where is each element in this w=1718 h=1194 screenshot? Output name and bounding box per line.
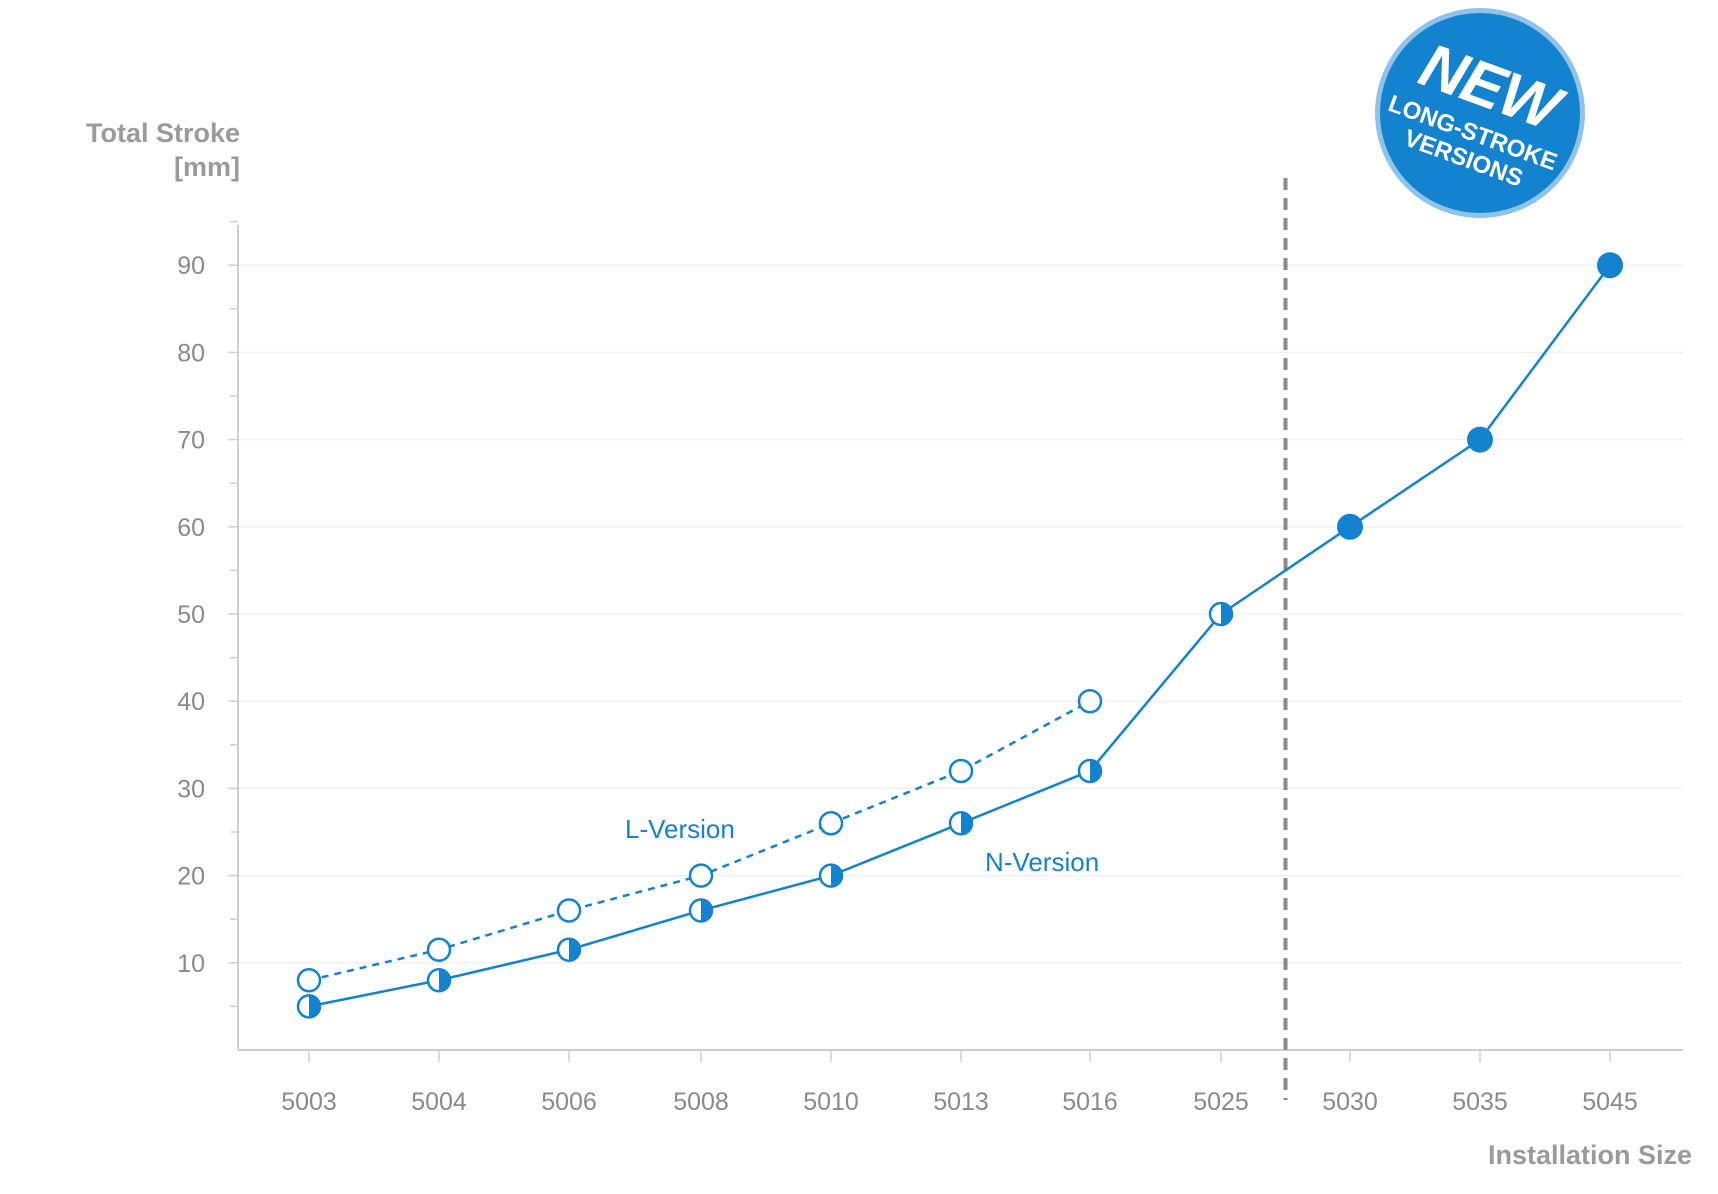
x-tick-label-5006: 5006: [541, 1088, 597, 1116]
x-tick-label-5010: 5010: [803, 1088, 859, 1116]
marker-half-fill-5004: [439, 969, 450, 992]
x-tick-label-5016: 5016: [1062, 1088, 1118, 1116]
label-n-version: N-Version: [985, 847, 1099, 877]
x-tick-label-5013: 5013: [933, 1088, 989, 1116]
grid-lines: [238, 264, 1683, 964]
y-tick-label-70: 70: [177, 427, 205, 455]
x-tick-label-5035: 5035: [1452, 1088, 1508, 1116]
y-axis-title-line2: [mm]: [174, 152, 240, 182]
x-tick-label-5045: 5045: [1582, 1088, 1638, 1116]
marker-open-5008: [688, 863, 714, 888]
series-line-long-stroke: [1220, 264, 1612, 616]
marker-half-fill-5016: [1090, 759, 1101, 782]
x-axis-title: Installation Size: [1487, 1140, 1692, 1170]
x-tick-label-5030: 5030: [1322, 1088, 1378, 1116]
marker-half-fill-5010: [831, 864, 842, 887]
tick-and-series-labels: 10 20 30 40 50 60 70 80 90 5003 5004 5006 5008 5010 50…: [177, 252, 1638, 1116]
marker-half-fill-5013: [961, 812, 973, 835]
marker-filled-5045: [1597, 252, 1623, 279]
marker-half-fill-5003: [309, 995, 320, 1018]
y-axis-title: Total Stroke [mm]: [40, 116, 240, 184]
series-line-n-version: [308, 613, 1222, 1008]
marker-open-5010: [818, 811, 844, 836]
y-tick-label-40: 40: [177, 688, 205, 716]
data-markers: [296, 252, 1623, 1019]
x-tick-label-5025: 5025: [1193, 1088, 1249, 1116]
marker-open-5003: [296, 967, 322, 993]
marker-open-5004: [426, 937, 452, 962]
y-tick-label-60: 60: [177, 514, 205, 542]
new-long-stroke-badge: NEW LONG-STROKE VERSIONS: [1375, 8, 1585, 218]
marker-open-5016: [1077, 688, 1103, 714]
marker-filled-5035: [1467, 426, 1493, 453]
y-tick-label-50: 50: [177, 601, 205, 629]
series-lines: [308, 264, 1612, 1008]
y-tick-label-80: 80: [177, 339, 205, 367]
y-tick-label-30: 30: [177, 775, 205, 803]
marker-open-5006: [556, 898, 582, 923]
marker-half-fill-5006: [569, 938, 581, 961]
y-axis-title-line1: Total Stroke: [85, 118, 240, 148]
x-tick-label-5003: 5003: [281, 1088, 337, 1116]
marker-open-5013: [948, 758, 974, 784]
marker-half-fill-5025: [1221, 603, 1232, 625]
marker-filled-5030: [1337, 513, 1363, 540]
x-tick-label-5008: 5008: [673, 1088, 729, 1116]
axes: [228, 220, 1683, 1062]
label-l-version: L-Version: [625, 814, 735, 844]
y-tick-label-10: 10: [177, 950, 205, 978]
y-tick-label-20: 20: [177, 863, 205, 891]
marker-half-fill-5008: [701, 899, 713, 922]
y-tick-label-90: 90: [177, 252, 205, 280]
x-tick-label-5004: 5004: [411, 1088, 467, 1116]
